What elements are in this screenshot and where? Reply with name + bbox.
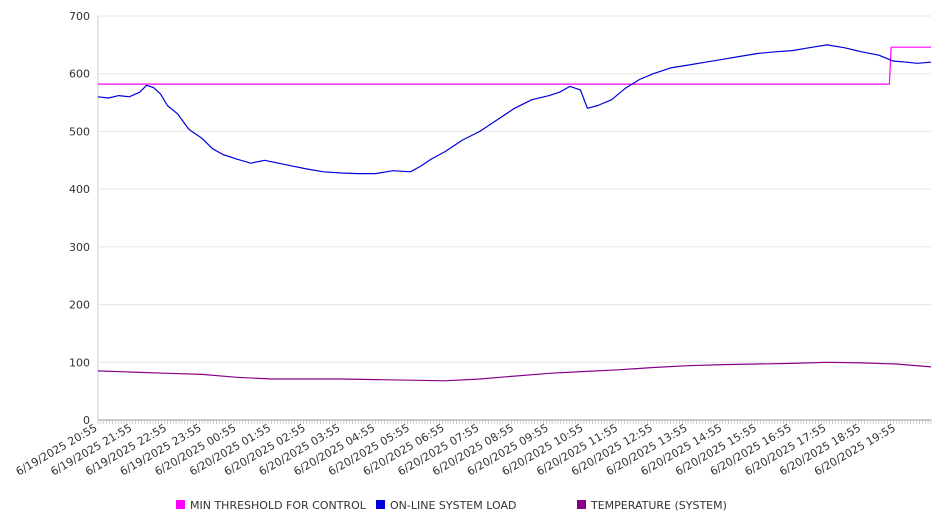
legend-swatch <box>376 500 385 509</box>
y-tick-labels: 0 100 200 300 400 500 600 700 <box>69 10 90 427</box>
legend: MIN THRESHOLD FOR CONTROL ON-LINE SYSTEM … <box>176 499 727 512</box>
axes <box>97 16 932 424</box>
series-lines <box>97 44 932 382</box>
y-tick-label: 0 <box>83 414 90 427</box>
series-line-3 <box>97 361 932 382</box>
y-tick-label: 100 <box>69 356 90 369</box>
y-tick-label: 700 <box>69 10 90 23</box>
legend-label: ON-LINE SYSTEM LOAD <box>390 499 516 512</box>
y-tick-label: 300 <box>69 241 90 254</box>
x-tick-labels: 6/19/2025 20:556/19/2025 21:556/19/2025 … <box>14 421 898 478</box>
y-tick-label: 200 <box>69 299 90 312</box>
legend-swatch <box>577 500 586 509</box>
legend-label: MIN THRESHOLD FOR CONTROL <box>190 499 367 512</box>
grid-lines <box>98 15 931 363</box>
legend-swatch <box>176 500 185 509</box>
y-tick-label: 400 <box>69 183 90 196</box>
series-line-1 <box>98 46 931 85</box>
y-tick-label: 600 <box>69 68 90 81</box>
y-tick-label: 500 <box>69 125 90 138</box>
legend-label: TEMPERATURE (SYSTEM) <box>590 499 727 512</box>
series-line-2 <box>97 44 932 175</box>
